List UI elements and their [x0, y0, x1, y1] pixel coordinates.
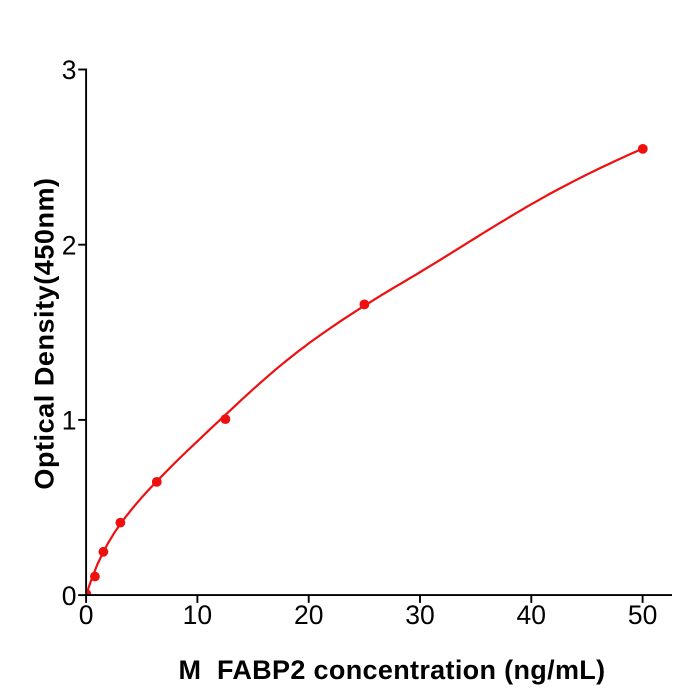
svg-text:3: 3 [62, 55, 77, 85]
svg-text:0: 0 [79, 600, 94, 630]
svg-text:Optical Density(450nm): Optical Density(450nm) [29, 177, 59, 489]
svg-text:40: 40 [517, 600, 546, 630]
svg-text:M FABP2 concentration (ng/mL): M FABP2 concentration (ng/mL) [179, 655, 606, 685]
svg-text:2: 2 [62, 230, 77, 260]
svg-text:20: 20 [294, 600, 323, 630]
svg-text:10: 10 [183, 600, 212, 630]
svg-text:0: 0 [62, 581, 77, 611]
svg-text:1: 1 [62, 406, 77, 436]
svg-text:30: 30 [405, 600, 434, 630]
svg-text:50: 50 [628, 600, 657, 630]
